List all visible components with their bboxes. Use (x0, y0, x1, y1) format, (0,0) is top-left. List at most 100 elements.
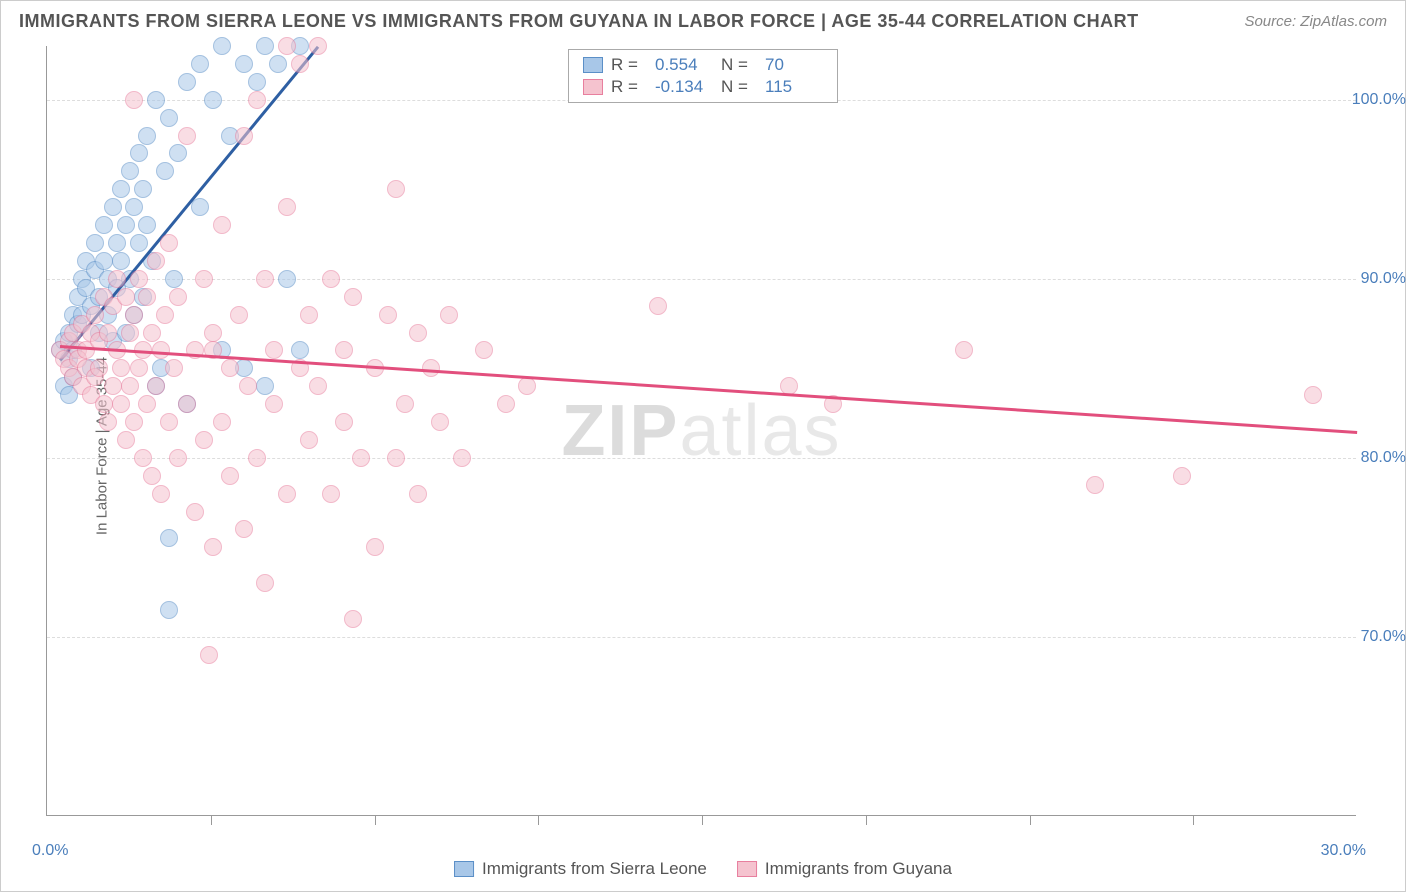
legend-n-label: N = (721, 77, 757, 97)
data-point (204, 324, 222, 342)
data-point (165, 270, 183, 288)
data-point (130, 270, 148, 288)
data-point (518, 377, 536, 395)
data-point (213, 216, 231, 234)
data-point (104, 377, 122, 395)
series-legend-label: Immigrants from Guyana (765, 859, 952, 879)
data-point (160, 529, 178, 547)
legend-row: R =0.554N =70 (583, 54, 823, 76)
source-label: Source: ZipAtlas.com (1244, 13, 1387, 30)
data-point (1173, 467, 1191, 485)
y-tick-label: 70.0% (1361, 628, 1406, 646)
data-point (256, 37, 274, 55)
legend-n-label: N = (721, 55, 757, 75)
data-point (156, 306, 174, 324)
data-point (169, 144, 187, 162)
data-point (130, 234, 148, 252)
plot-area: ZIPatlas 0.0% 30.0% 70.0%80.0%90.0%100.0… (46, 46, 1356, 816)
data-point (138, 216, 156, 234)
data-point (221, 359, 239, 377)
data-point (125, 306, 143, 324)
data-point (204, 538, 222, 556)
data-point (409, 324, 427, 342)
data-point (147, 91, 165, 109)
data-point (269, 55, 287, 73)
data-point (112, 180, 130, 198)
data-point (344, 610, 362, 628)
data-point (152, 485, 170, 503)
data-point (475, 341, 493, 359)
data-point (379, 306, 397, 324)
data-point (256, 377, 274, 395)
data-point (130, 144, 148, 162)
legend-n-value: 70 (765, 55, 823, 75)
data-point (431, 413, 449, 431)
data-point (344, 288, 362, 306)
data-point (239, 377, 257, 395)
data-point (108, 270, 126, 288)
data-point (143, 324, 161, 342)
legend-swatch (583, 57, 603, 73)
data-point (248, 73, 266, 91)
data-point (169, 449, 187, 467)
data-point (649, 297, 667, 315)
x-tick (538, 815, 539, 825)
data-point (256, 574, 274, 592)
data-point (104, 198, 122, 216)
data-point (138, 395, 156, 413)
data-point (497, 395, 515, 413)
data-point (300, 306, 318, 324)
data-point (117, 216, 135, 234)
data-point (221, 467, 239, 485)
x-axis-min-label: 0.0% (32, 842, 68, 860)
data-point (195, 270, 213, 288)
data-point (121, 377, 139, 395)
title-bar: IMMIGRANTS FROM SIERRA LEONE VS IMMIGRAN… (19, 11, 1387, 32)
data-point (322, 485, 340, 503)
legend-row: R =-0.134N =115 (583, 76, 823, 98)
data-point (117, 288, 135, 306)
chart-title: IMMIGRANTS FROM SIERRA LEONE VS IMMIGRAN… (19, 11, 1139, 32)
data-point (125, 91, 143, 109)
data-point (112, 252, 130, 270)
gridline (47, 279, 1356, 280)
data-point (160, 234, 178, 252)
data-point (200, 646, 218, 664)
gridline (47, 637, 1356, 638)
x-tick (866, 815, 867, 825)
data-point (213, 37, 231, 55)
data-point (1304, 386, 1322, 404)
x-tick (211, 815, 212, 825)
data-point (335, 413, 353, 431)
data-point (186, 503, 204, 521)
data-point (138, 288, 156, 306)
data-point (248, 91, 266, 109)
legend-swatch (583, 79, 603, 95)
y-tick-label: 90.0% (1361, 270, 1406, 288)
data-point (95, 216, 113, 234)
data-point (160, 413, 178, 431)
x-tick (1030, 815, 1031, 825)
data-point (169, 288, 187, 306)
x-tick (1193, 815, 1194, 825)
data-point (191, 198, 209, 216)
data-point (278, 37, 296, 55)
watermark: ZIPatlas (561, 390, 841, 472)
data-point (95, 395, 113, 413)
data-point (138, 127, 156, 145)
data-point (278, 485, 296, 503)
data-point (125, 413, 143, 431)
data-point (387, 449, 405, 467)
data-point (156, 162, 174, 180)
data-point (291, 341, 309, 359)
data-point (195, 431, 213, 449)
data-point (112, 395, 130, 413)
data-point (191, 55, 209, 73)
data-point (278, 270, 296, 288)
data-point (121, 324, 139, 342)
data-point (160, 109, 178, 127)
series-legend-item: Immigrants from Sierra Leone (454, 859, 707, 879)
data-point (955, 341, 973, 359)
data-point (134, 180, 152, 198)
data-point (235, 127, 253, 145)
